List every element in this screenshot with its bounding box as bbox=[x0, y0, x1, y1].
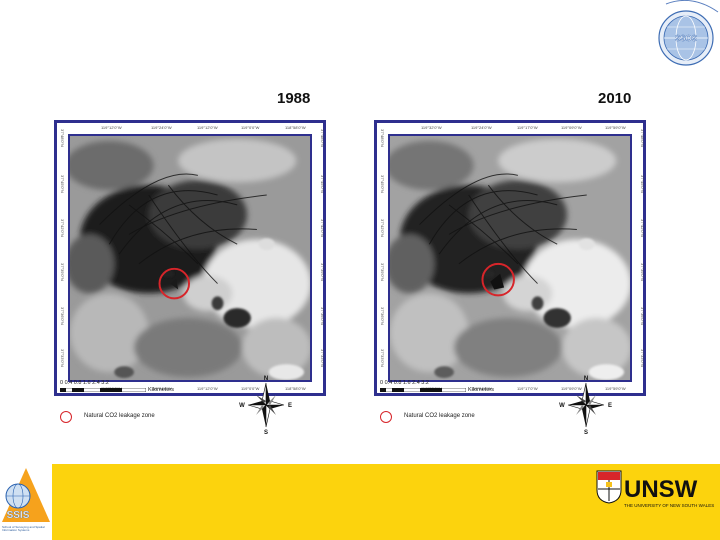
legend-text: Natural CO2 leakage zone bbox=[84, 413, 155, 419]
tick-bottom: 119°24'0"W bbox=[151, 386, 172, 391]
tick-top: 119°59'0"W bbox=[605, 125, 626, 130]
tick-left: 37°36'0"N bbox=[60, 307, 65, 325]
north-arrow-icon: N S W E bbox=[238, 374, 294, 436]
tick-right: 37°39'0"N bbox=[320, 263, 325, 281]
tick-left: 37°48'0"N bbox=[380, 129, 385, 147]
map-year-label: 2010 bbox=[598, 90, 632, 107]
tick-right: 37°33'0"N bbox=[640, 349, 645, 367]
map-frame: 119°32'0"W 119°24'0"W 119°17'0"W 119°09'… bbox=[374, 120, 646, 396]
scale-bar: 0 0.4 0.8 1.6 2.4 3.2 Kilometers bbox=[380, 380, 540, 402]
svg-text:N: N bbox=[584, 376, 588, 382]
svg-text:W: W bbox=[239, 403, 245, 409]
scale-bar-graphic bbox=[60, 388, 146, 392]
legend: Natural CO2 leakage zone bbox=[380, 410, 580, 424]
tick-left: 37°36'0"N bbox=[380, 307, 385, 325]
ssis-logo-text: SSIS bbox=[7, 510, 30, 521]
ssis-logo: SSIS bbox=[0, 466, 52, 540]
tick-top: 119°12'0"W bbox=[101, 125, 122, 130]
tick-left: 37°45'0"N bbox=[380, 175, 385, 193]
leakage-zone-circle bbox=[481, 262, 515, 297]
scale-numbers: 0 0.4 0.8 1.6 2.4 3.2 bbox=[380, 380, 429, 386]
map-frame: 119°12'0"W 119°24'0"W 119°12'0"W 119°0'0… bbox=[54, 120, 326, 396]
tick-bottom: 119°09'0"W bbox=[561, 386, 582, 391]
leakage-legend-icon bbox=[380, 411, 392, 423]
tick-top: 119°12'0"W bbox=[197, 125, 218, 130]
ssos-logo-text: SSOS bbox=[675, 34, 698, 43]
tick-bottom: 119°59'0"W bbox=[605, 386, 626, 391]
scale-unit: Kilometers bbox=[148, 387, 174, 393]
tick-right: 37°36'0"N bbox=[640, 307, 645, 325]
tick-bottom: 119°12'0"W bbox=[197, 386, 218, 391]
leakage-zone-circle bbox=[158, 267, 190, 300]
tick-bottom: 119°17'0"W bbox=[517, 386, 538, 391]
legend-text: Natural CO2 leakage zone bbox=[404, 413, 475, 419]
tick-left: 37°45'0"N bbox=[60, 175, 65, 193]
tick-left: 37°42'0"N bbox=[60, 219, 65, 237]
tick-right: 37°45'0"N bbox=[640, 175, 645, 193]
tick-left: 37°39'0"N bbox=[60, 263, 65, 281]
tick-top: 119°24'0"W bbox=[471, 125, 492, 130]
svg-text:W: W bbox=[559, 403, 565, 409]
tick-top: 119°0'0"W bbox=[241, 125, 260, 130]
svg-text:S: S bbox=[584, 430, 588, 434]
tick-left: 37°39'0"N bbox=[380, 263, 385, 281]
tick-right: 37°42'0"N bbox=[320, 219, 325, 237]
tick-top: 119°32'0"W bbox=[421, 125, 442, 130]
north-arrow-icon: N S W E bbox=[558, 374, 614, 436]
tick-right: 37°42'0"N bbox=[640, 219, 645, 237]
svg-text:E: E bbox=[608, 403, 612, 409]
svg-text:N: N bbox=[264, 376, 268, 382]
map-panel-2010: 2010 119°32'0"W 119°24'0"W 119°17'0"W 11… bbox=[360, 80, 660, 440]
svg-text:E: E bbox=[288, 403, 292, 409]
scale-bar-graphic bbox=[380, 388, 466, 392]
tick-top: 119°09'0"W bbox=[561, 125, 582, 130]
tick-top: 119°24'0"W bbox=[151, 125, 172, 130]
unsw-wordmark: UNSW bbox=[624, 476, 698, 503]
legend: Natural CO2 leakage zone bbox=[60, 410, 260, 424]
svg-text:S: S bbox=[264, 430, 268, 434]
tick-top: 118°58'0"W bbox=[285, 125, 306, 130]
scale-unit: Kilometers bbox=[468, 387, 494, 393]
tick-left: 37°42'0"N bbox=[380, 219, 385, 237]
tick-right: 37°36'0"N bbox=[320, 307, 325, 325]
tick-left: 37°48'0"N bbox=[60, 129, 65, 147]
map-panel-1988: 1988 119°12'0"W 119°24'0"W 119°12'0"W 11… bbox=[40, 80, 340, 440]
tick-bottom: 119°0'0"W bbox=[241, 386, 260, 391]
leakage-legend-icon bbox=[60, 411, 72, 423]
scale-bar: 0 0.4 0.8 1.6 2.4 3.2 Kilometers bbox=[60, 380, 220, 402]
tick-right: 37°48'0"N bbox=[320, 129, 325, 147]
tick-bottom: 118°58'0"W bbox=[285, 386, 306, 391]
tick-top: 119°17'0"W bbox=[517, 125, 538, 130]
tick-bottom: 119°24'0"W bbox=[471, 386, 492, 391]
unsw-logo: UNSW THE UNIVERSITY OF NEW SOUTH WALES bbox=[596, 470, 714, 526]
tick-right: 37°48'0"N bbox=[640, 129, 645, 147]
tick-right: 37°39'0"N bbox=[640, 263, 645, 281]
tick-right: 37°33'0"N bbox=[320, 349, 325, 367]
scale-numbers: 0 0.4 0.8 1.6 2.4 3.2 bbox=[60, 380, 109, 386]
ssis-caption: School of Surveying and Spatial Informat… bbox=[2, 525, 45, 533]
tick-left: 37°33'0"N bbox=[60, 349, 65, 367]
unsw-subtitle: THE UNIVERSITY OF NEW SOUTH WALES bbox=[624, 503, 715, 508]
tick-left: 37°33'0"N bbox=[380, 349, 385, 367]
map-year-label: 1988 bbox=[277, 90, 311, 107]
tick-right: 37°45'0"N bbox=[320, 175, 325, 193]
ssos-globe-logo: SSOS bbox=[652, 0, 720, 72]
satellite-image-2010 bbox=[388, 134, 632, 382]
satellite-image-1988 bbox=[68, 134, 312, 382]
